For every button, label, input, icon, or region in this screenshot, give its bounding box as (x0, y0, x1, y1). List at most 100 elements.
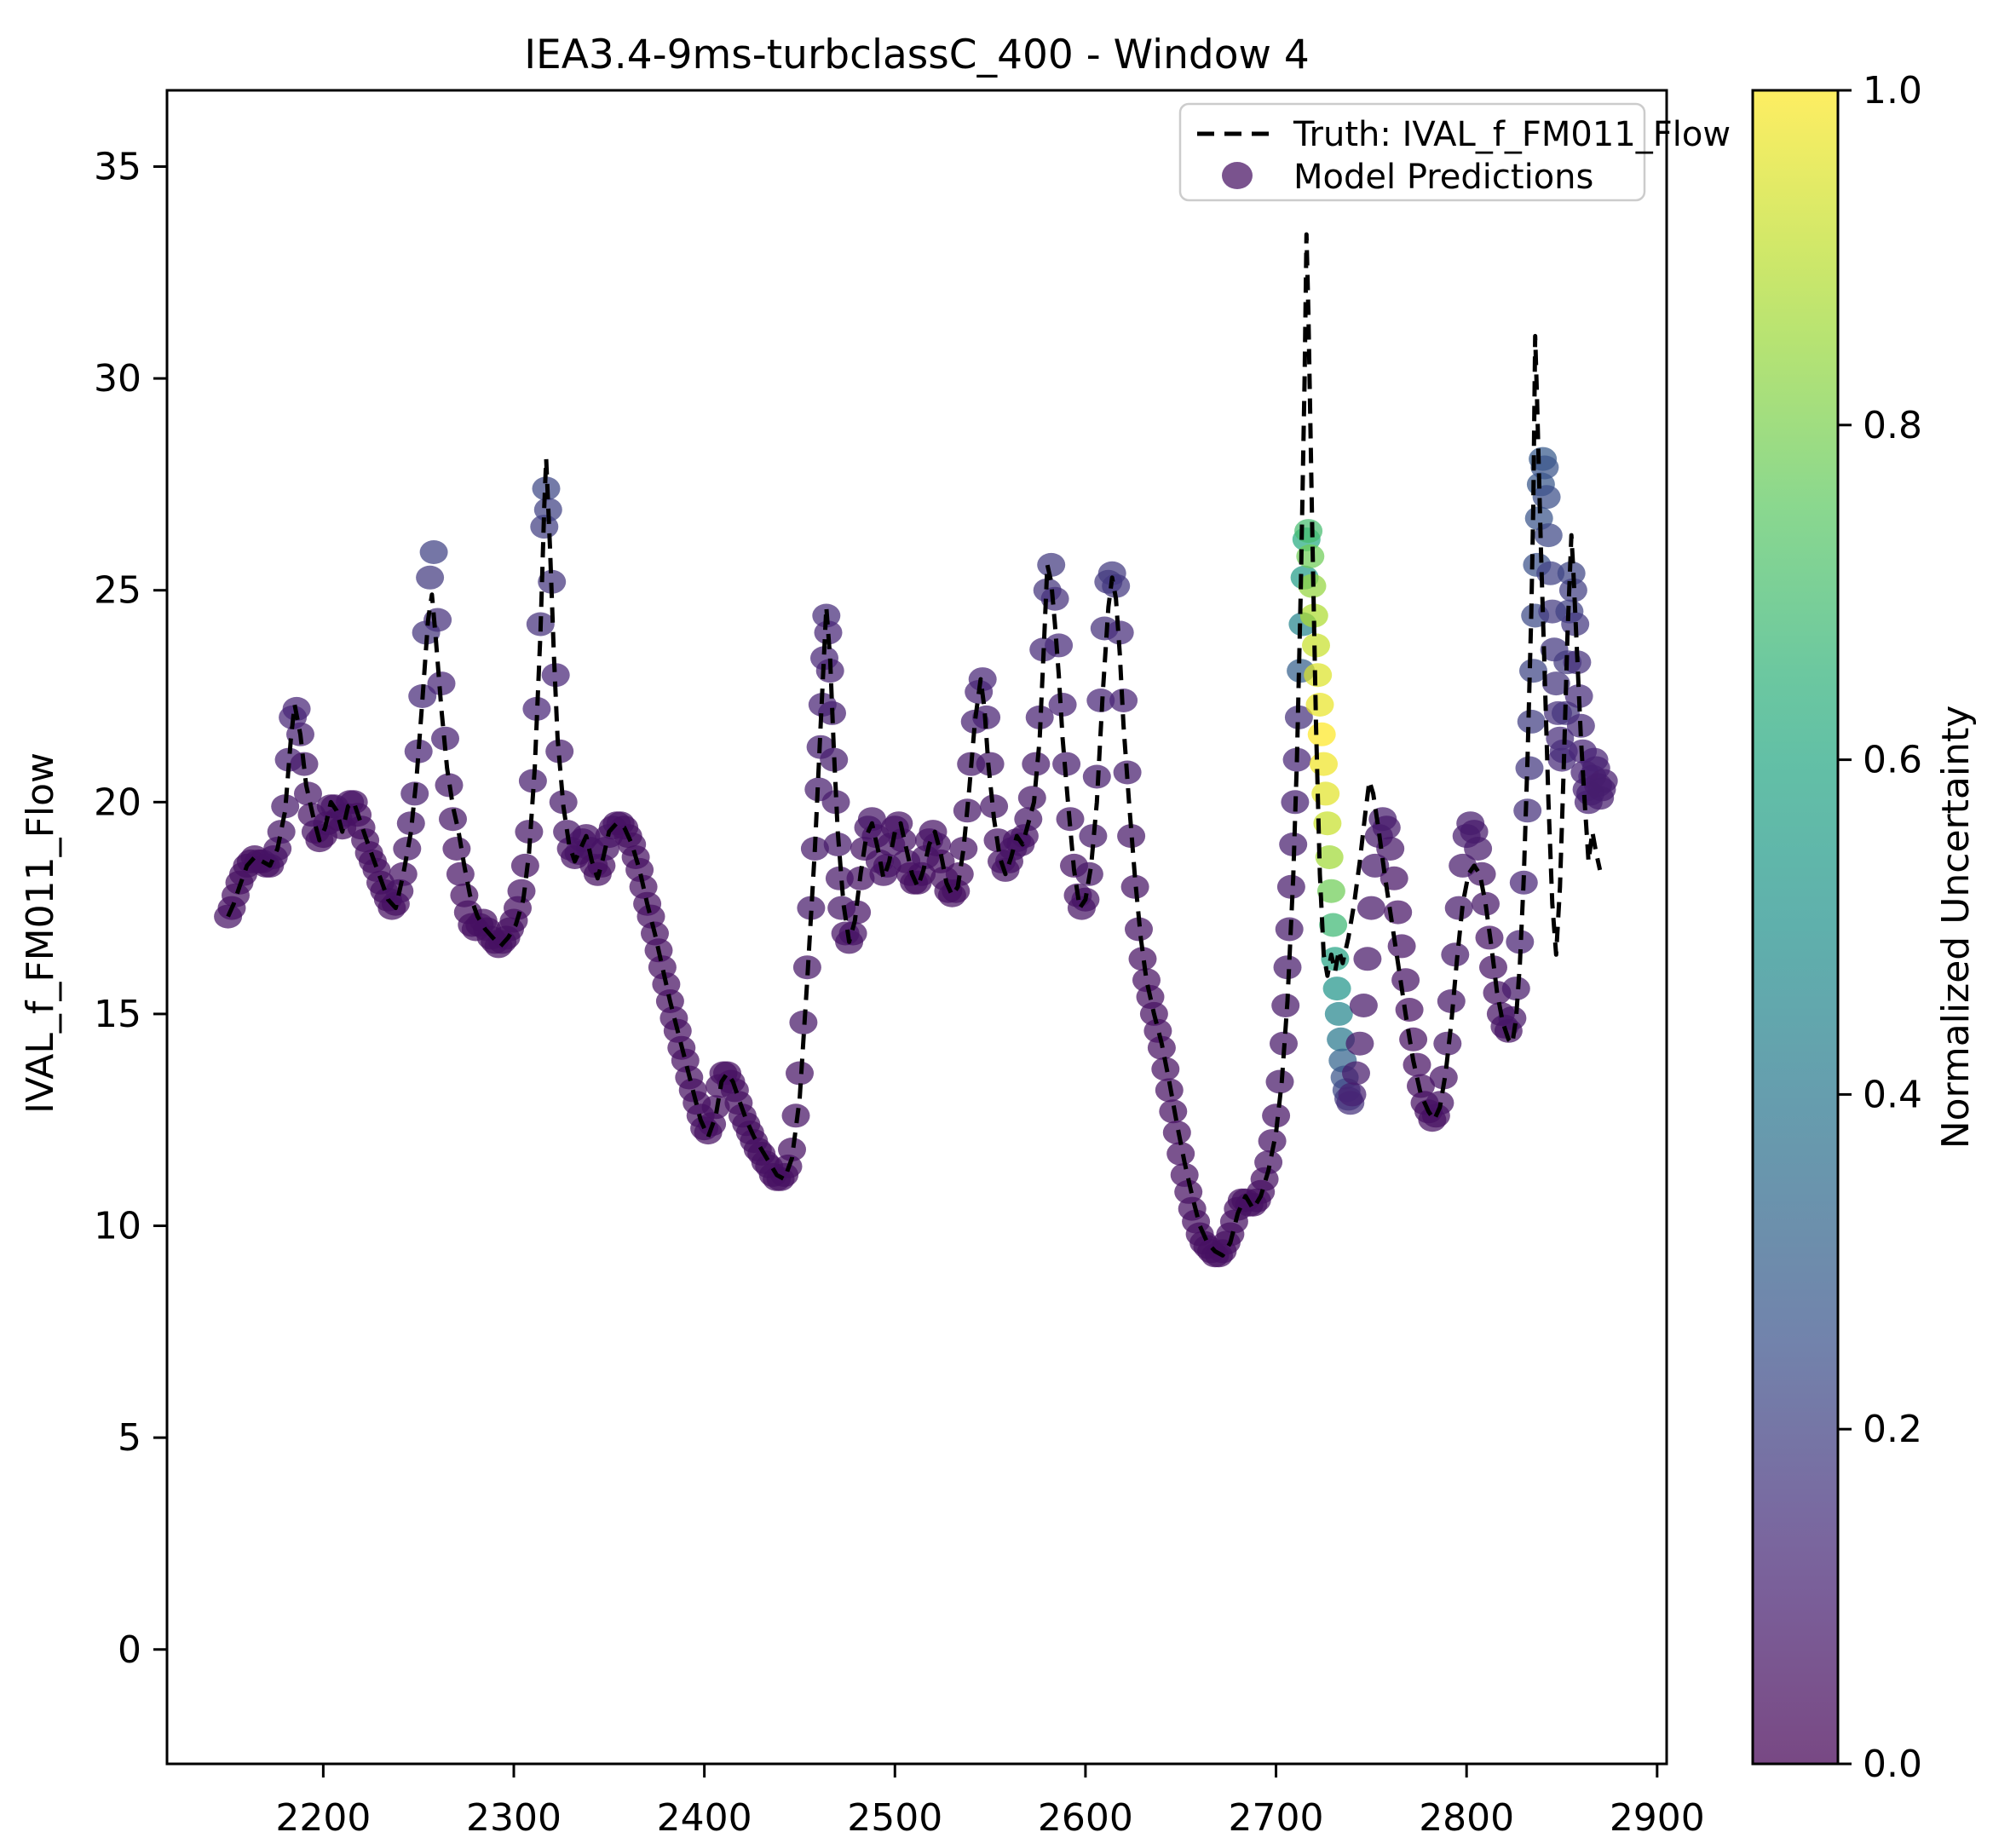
prediction-point (838, 921, 867, 946)
colorbar-ticks: 0.0 0.2 0.4 0.6 0.8 1.0 (1838, 69, 1922, 1786)
prediction-point (1048, 693, 1077, 717)
prediction-point (1276, 874, 1305, 899)
y-tick-label: 0 (118, 1628, 141, 1672)
prediction-point (1105, 620, 1134, 645)
prediction-point (1345, 1031, 1374, 1056)
prediction-point (1387, 934, 1416, 959)
y-tick-label: 10 (94, 1205, 141, 1248)
colorbar-tick-label: 0.8 (1863, 404, 1922, 447)
prediction-point (1563, 650, 1592, 675)
y-tick-label: 5 (118, 1416, 141, 1460)
prediction-point (1395, 998, 1424, 1022)
prediction-point (1429, 1065, 1458, 1090)
prediction-point (1079, 824, 1108, 849)
y-tick-label: 25 (94, 569, 141, 613)
prediction-point (442, 837, 471, 861)
prediction-point (416, 565, 445, 590)
prediction-point (1014, 807, 1043, 832)
prediction-point (1342, 1061, 1370, 1086)
prediction-point (1356, 896, 1385, 920)
prediction-point (1444, 896, 1473, 920)
prediction-point (545, 739, 574, 763)
colorbar-label: Normalized Uncertainty (1934, 706, 1978, 1149)
x-tick-label: 2300 (466, 1796, 562, 1838)
colorbar-tick-label: 0.0 (1863, 1743, 1922, 1786)
prediction-point (1294, 519, 1323, 544)
prediction-point (446, 861, 475, 886)
prediction-point (1310, 752, 1338, 776)
prediction-point (1399, 1027, 1428, 1052)
y-tick-label: 30 (94, 357, 141, 400)
colorbar-tick-label: 0.2 (1863, 1408, 1922, 1451)
prediction-point (825, 866, 854, 890)
prediction-point (1519, 659, 1547, 683)
prediction-point (1125, 917, 1153, 942)
prediction-point (1117, 824, 1146, 849)
prediction-point (1315, 845, 1344, 869)
prediction-point (1319, 913, 1348, 937)
legend-item-predictions: Model Predictions (1222, 158, 1593, 197)
prediction-point (1017, 786, 1046, 810)
prediction-point (1102, 573, 1131, 598)
prediction-point (1391, 968, 1420, 993)
axis-ticks: 2200 2300 2400 2500 2600 2700 2800 2900 0 5 10 15 20… (94, 145, 1705, 1838)
y-tick-label: 15 (94, 993, 141, 1036)
x-tick-label: 2200 (275, 1796, 371, 1838)
prediction-point (267, 820, 296, 844)
legend-box (1178, 102, 1646, 202)
prediction-point (1353, 947, 1382, 971)
prediction-point (1254, 1150, 1283, 1174)
colorbar-bar (1751, 89, 1840, 1766)
x-tick-label: 2600 (1038, 1796, 1133, 1838)
colorbar-tick-label: 0.4 (1863, 1073, 1922, 1116)
prediction-point (1307, 722, 1336, 746)
prediction-point (271, 794, 300, 819)
prediction-point (1284, 705, 1313, 729)
prediction-point (1403, 1052, 1431, 1077)
prediction-point (1166, 1142, 1195, 1166)
prediction-point (980, 794, 1009, 819)
legend-item-truth: Truth: IVAL_f_FM011_Flow (1197, 115, 1731, 154)
prediction-point (522, 696, 551, 721)
prediction-point (1037, 552, 1066, 577)
prediction-point (1589, 769, 1618, 793)
y-tick-label: 35 (94, 145, 141, 188)
truth-dashed-path (226, 232, 1603, 1258)
prediction-point (1022, 752, 1051, 776)
prediction-point (1541, 671, 1570, 696)
prediction-point (1273, 955, 1302, 980)
prediction-point (821, 790, 850, 815)
prediction-point (1517, 709, 1546, 734)
prediction-point (1498, 1005, 1527, 1030)
prediction-point (510, 853, 539, 878)
prediction-point (1441, 942, 1470, 967)
prediction-point (538, 569, 567, 594)
colorbar-tick-label: 0.6 (1863, 739, 1922, 782)
x-tick-label: 2500 (847, 1796, 942, 1838)
prediction-point (1302, 633, 1330, 658)
prediction-point (419, 540, 448, 564)
prediction-point (1045, 633, 1074, 658)
prediction-point (1299, 603, 1328, 628)
y-tick-label: 20 (94, 781, 141, 824)
x-tick-label: 2800 (1419, 1796, 1514, 1838)
colorbar: 0.0 0.2 0.4 0.6 0.8 1.0 Normalized Uncertaint… (1751, 69, 1978, 1786)
prediction-point (1322, 977, 1351, 1001)
prediction-point (1262, 1103, 1291, 1128)
prediction-point (1316, 879, 1345, 903)
prediction-point (945, 861, 974, 886)
prediction-point (1324, 1001, 1353, 1026)
prediction-point (427, 671, 456, 696)
prediction-point (1564, 684, 1593, 708)
prediction-point (389, 861, 418, 886)
legend: Truth: IVAL_f_FM011_Flow Model Predictio… (1178, 102, 1731, 202)
plot-frame (165, 89, 1668, 1766)
prediction-point (1305, 693, 1334, 717)
prediction-point (1472, 891, 1500, 916)
prediction-point (549, 790, 578, 815)
prediction-point (1040, 586, 1069, 611)
prediction-point (1349, 994, 1378, 1017)
prediction-point (1311, 781, 1340, 806)
